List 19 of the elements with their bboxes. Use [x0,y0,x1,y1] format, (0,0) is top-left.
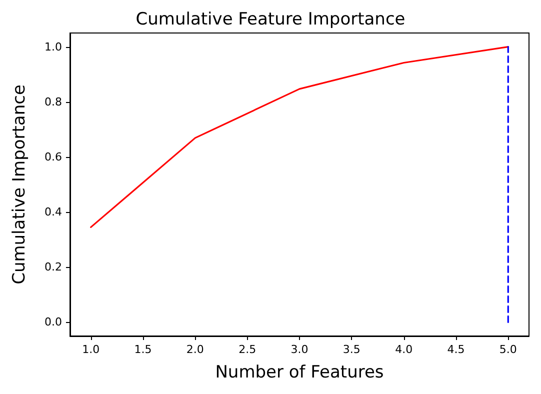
x-tick-label: 1.5 [134,343,152,356]
y-axis-title: Cumulative Importance [10,84,30,284]
x-tick-label: 3.0 [290,343,308,356]
y-tick-label: 1.0 [44,40,62,54]
x-tick-label: 1.0 [82,343,100,356]
x-tick-label: 3.5 [342,343,360,356]
y-tick-label: 0.6 [44,150,62,164]
x-axis-title: Number of Features [215,362,384,382]
y-tick-label: 0.4 [44,206,62,219]
x-tick-label: 4.5 [447,343,465,356]
x-tick-label: 5.0 [499,343,517,356]
y-tick-label: 0.2 [44,260,62,274]
x-tick-label: 2.5 [238,343,256,356]
y-tick-label: 0.8 [44,95,62,108]
x-tick-label: 4.0 [395,343,413,356]
chart-title: Cumulative Feature Importance [136,10,406,30]
y-tick-label: 0.0 [44,316,62,329]
line-series [90,46,509,228]
x-tick-label: 2.0 [186,343,204,356]
